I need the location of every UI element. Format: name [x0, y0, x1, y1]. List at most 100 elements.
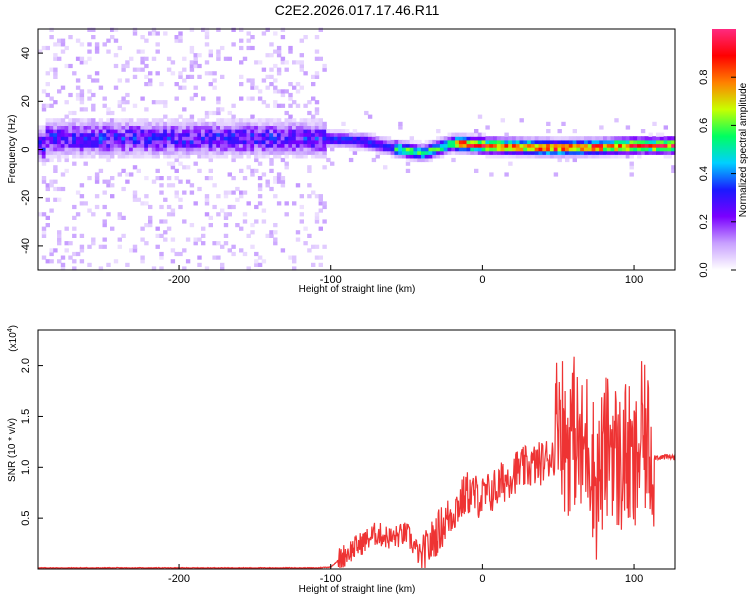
spectrogram-cell [57, 56, 62, 61]
spectrogram-cell [261, 132, 267, 137]
spectrogram-cell [91, 103, 96, 108]
spectrogram-cell [72, 233, 77, 238]
spectrogram-cell [53, 139, 58, 145]
spectrogram-cell [64, 132, 69, 137]
spectrogram-cell [398, 147, 403, 152]
spectrogram-cells [38, 27, 676, 271]
spectrogram-cell [428, 143, 433, 148]
spectrogram-cell [113, 125, 119, 130]
spectrogram-cell [148, 219, 153, 224]
spectrogram-cell [49, 147, 54, 152]
spectrogram-cell [174, 136, 179, 141]
spectrogram-cell [474, 129, 479, 134]
spectrogram-cell [261, 129, 267, 134]
spectrogram-cell [38, 139, 43, 145]
spectrogram-cell [311, 125, 316, 130]
spectrogram-cell [185, 143, 191, 148]
spectrogram-cell [273, 121, 278, 126]
spectrogram-cell [633, 147, 638, 152]
spectrogram-cell [140, 118, 145, 123]
spectrogram-cell [53, 74, 58, 79]
spectrogram-cell [121, 136, 126, 141]
spectrogram-cell [280, 248, 286, 253]
spectrogram-cell [269, 129, 274, 134]
spectrogram-cell [227, 143, 232, 148]
spectrogram-cell [83, 132, 88, 137]
spectrogram-cell [113, 38, 119, 43]
spectrogram-cell [421, 157, 426, 163]
spectrogram-cell [254, 132, 259, 137]
spectrogram-cell [166, 183, 172, 188]
spectrogram-cell [652, 139, 657, 145]
spectrogram-cell [352, 136, 358, 141]
spectrogram-cell [303, 154, 308, 159]
spectrogram-cell [265, 27, 270, 32]
spectrogram-cell [455, 139, 460, 145]
spectrogram-cell [405, 168, 411, 173]
spectrogram-cell [587, 150, 593, 155]
spectrogram-cell [314, 110, 320, 116]
spectrogram-cell [303, 125, 308, 130]
spectrogram-cell [375, 143, 380, 148]
spectrogram-cell [72, 161, 77, 166]
spectrogram-cell [333, 143, 339, 148]
spectrogram-cell [314, 194, 320, 199]
spectrogram-cell [269, 150, 274, 155]
spectrogram-cell [640, 136, 646, 141]
spectrogram-cell [113, 136, 119, 141]
spectrogram-cell [87, 121, 92, 126]
spectrogram-cell [250, 85, 255, 90]
spectrogram-cell [493, 143, 498, 148]
spectrogram-cell [292, 147, 297, 152]
spectrogram-cell [599, 147, 604, 152]
spectrogram-cell [182, 139, 187, 145]
spectrogram-cell [614, 136, 619, 141]
spectrogram-cell [75, 136, 81, 141]
spectrogram-cell [375, 147, 380, 152]
spectrogram-cell [333, 139, 339, 145]
spectrogram-cell [170, 60, 176, 65]
spectrogram-cell [671, 165, 676, 170]
spectrogram-cell [170, 136, 176, 141]
spectrogram-cell [148, 121, 153, 126]
spectrogram-cell [288, 139, 293, 145]
spectrogram-cell [110, 176, 115, 181]
spectrogram-cell [311, 74, 316, 79]
spectrogram-cell [178, 114, 183, 119]
spectrogram-cell [178, 132, 183, 137]
spectrogram-cell [261, 208, 267, 213]
spectrogram-cell [364, 139, 369, 145]
spectrogram-cell [223, 215, 229, 220]
spectrogram-cell [60, 129, 66, 134]
spectrogram-cell [496, 150, 502, 155]
spectrogram-cell [60, 186, 66, 192]
spectrogram-cell [273, 132, 278, 137]
spectrogram-cell [458, 143, 464, 148]
spectrogram-cell [113, 63, 119, 69]
spectrogram-cell [163, 150, 168, 155]
spectrogram-cell [254, 262, 259, 267]
spectrogram-cell [170, 237, 176, 242]
spectrogram-cell [394, 147, 399, 152]
spectrogram-cell [413, 150, 418, 155]
spectrogram-cell [60, 118, 66, 123]
spectrogram-cell [110, 139, 115, 145]
spectrogram-cell [79, 154, 85, 159]
spectrogram-cell [166, 212, 172, 217]
spectrogram-cell [474, 147, 479, 152]
spectrogram-cell [212, 150, 217, 155]
spectrogram-cell [212, 143, 217, 148]
spectrogram-cell [197, 255, 202, 260]
spectrogram-cell [671, 139, 676, 145]
spectrogram-cell [155, 176, 160, 181]
spectrogram-cell [223, 125, 229, 130]
spectrogram-cell [125, 63, 130, 69]
spectrogram-cell [519, 143, 524, 148]
spectrogram-cell [527, 143, 532, 148]
spectrogram-cell [314, 125, 320, 130]
spectrogram-cell [163, 147, 168, 152]
spectrogram-cell [257, 262, 263, 267]
spectrogram-cell [148, 31, 153, 36]
spectrogram-cell [193, 132, 198, 137]
spectrogram-cell [178, 71, 183, 76]
